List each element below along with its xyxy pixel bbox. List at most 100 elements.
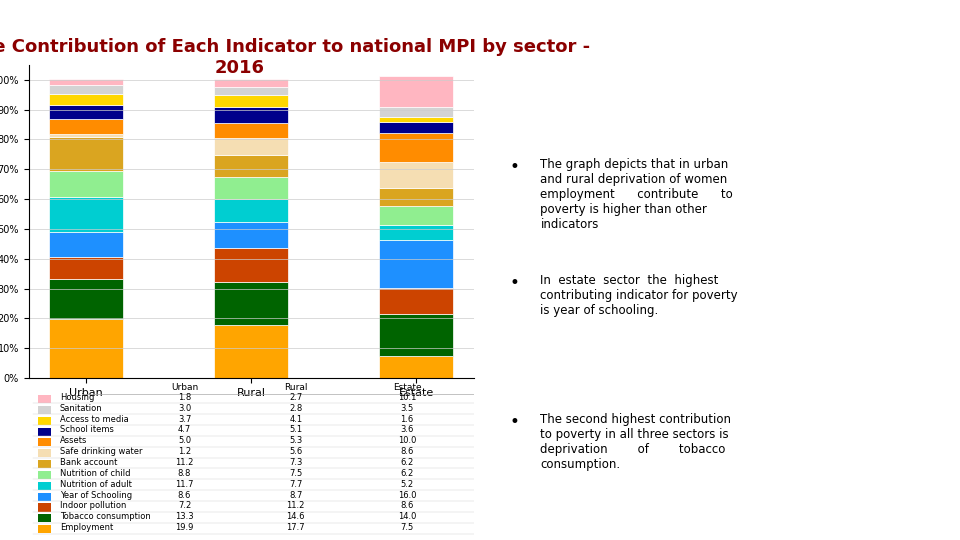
Text: •: • <box>509 413 519 431</box>
Text: 3.5: 3.5 <box>400 404 414 413</box>
FancyBboxPatch shape <box>37 482 51 490</box>
Text: Housing: Housing <box>60 393 94 402</box>
Bar <box>49 79 123 85</box>
Text: Rural: Rural <box>284 383 307 392</box>
Text: 14.6: 14.6 <box>286 512 305 521</box>
Text: Percentage Contribution of Each Indicator to national MPI by sector -
2016: Percentage Contribution of Each Indicato… <box>0 38 590 77</box>
Text: 8.8: 8.8 <box>178 469 191 478</box>
Text: 5.6: 5.6 <box>289 447 302 456</box>
Bar <box>379 314 453 356</box>
Text: 8.6: 8.6 <box>178 490 191 500</box>
Bar <box>49 171 123 197</box>
Bar <box>379 106 453 117</box>
Text: 13.3: 13.3 <box>175 512 194 521</box>
Text: •: • <box>509 158 519 176</box>
Text: 5.0: 5.0 <box>178 436 191 446</box>
Text: The second highest contribution
to poverty in all three sectors is
deprivation  : The second highest contribution to pover… <box>540 413 732 471</box>
Text: In  estate  sector  the  highest
contributing indicator for poverty
is year of s: In estate sector the highest contributin… <box>540 274 738 317</box>
Text: Assets: Assets <box>60 436 87 446</box>
Bar <box>49 258 123 279</box>
Text: 3.6: 3.6 <box>400 426 414 435</box>
Text: Estate: Estate <box>393 383 421 392</box>
Text: 5.2: 5.2 <box>400 480 414 489</box>
Text: 7.5: 7.5 <box>289 469 302 478</box>
Text: 1.2: 1.2 <box>178 447 191 456</box>
Text: 7.2: 7.2 <box>178 501 191 510</box>
Bar <box>379 240 453 288</box>
Bar <box>214 79 288 87</box>
Bar <box>379 188 453 206</box>
Bar <box>49 197 123 232</box>
Text: 14.0: 14.0 <box>397 512 416 521</box>
Text: 1.6: 1.6 <box>400 415 414 423</box>
FancyBboxPatch shape <box>37 438 51 447</box>
Bar <box>214 107 288 123</box>
Text: Nutrition of adult: Nutrition of adult <box>60 480 132 489</box>
Text: 7.7: 7.7 <box>289 480 302 489</box>
FancyBboxPatch shape <box>37 449 51 457</box>
Text: 8.7: 8.7 <box>289 490 302 500</box>
Bar <box>214 248 288 282</box>
Text: The graph depicts that in urban
and rural deprivation of women
employment      c: The graph depicts that in urban and rura… <box>540 158 733 231</box>
Text: Urban: Urban <box>171 383 198 392</box>
Bar <box>214 87 288 95</box>
Bar <box>214 282 288 325</box>
FancyBboxPatch shape <box>37 492 51 501</box>
Text: 2.8: 2.8 <box>289 404 302 413</box>
FancyBboxPatch shape <box>37 417 51 425</box>
Text: Bank account: Bank account <box>60 458 117 467</box>
Bar <box>379 225 453 240</box>
Text: 4.1: 4.1 <box>289 415 302 423</box>
Text: Sanitation: Sanitation <box>60 404 103 413</box>
Text: 1.8: 1.8 <box>178 393 191 402</box>
Bar <box>49 279 123 319</box>
Bar <box>379 206 453 225</box>
Bar <box>379 132 453 163</box>
Text: 19.9: 19.9 <box>176 523 194 532</box>
FancyBboxPatch shape <box>37 428 51 436</box>
FancyBboxPatch shape <box>37 460 51 468</box>
Bar <box>49 137 123 171</box>
Bar <box>49 85 123 94</box>
Bar <box>379 122 453 132</box>
Text: Access to media: Access to media <box>60 415 129 423</box>
Text: 3.0: 3.0 <box>178 404 191 413</box>
Text: School items: School items <box>60 426 114 435</box>
Bar <box>49 105 123 119</box>
Text: 11.2: 11.2 <box>286 501 305 510</box>
Text: Employment: Employment <box>60 523 113 532</box>
Text: Safe drinking water: Safe drinking water <box>60 447 142 456</box>
Bar <box>214 177 288 199</box>
Text: 10.0: 10.0 <box>397 436 416 446</box>
Bar <box>49 232 123 258</box>
FancyBboxPatch shape <box>37 525 51 533</box>
Bar <box>49 94 123 105</box>
Text: 10.1: 10.1 <box>397 393 416 402</box>
Bar <box>49 319 123 378</box>
Bar <box>214 123 288 138</box>
FancyBboxPatch shape <box>37 471 51 479</box>
Text: 11.2: 11.2 <box>176 458 194 467</box>
Text: 6.2: 6.2 <box>400 458 414 467</box>
Bar <box>379 288 453 314</box>
Bar <box>379 117 453 122</box>
Bar <box>214 325 288 378</box>
Text: Year of Schooling: Year of Schooling <box>60 490 132 500</box>
FancyBboxPatch shape <box>37 503 51 511</box>
Text: 4.7: 4.7 <box>178 426 191 435</box>
FancyBboxPatch shape <box>37 406 51 414</box>
Bar <box>214 138 288 155</box>
Text: •: • <box>509 274 519 292</box>
FancyBboxPatch shape <box>37 395 51 403</box>
Text: 7.3: 7.3 <box>289 458 302 467</box>
FancyBboxPatch shape <box>37 514 51 522</box>
Bar <box>214 95 288 107</box>
Text: 7.5: 7.5 <box>400 523 414 532</box>
Text: Nutrition of child: Nutrition of child <box>60 469 131 478</box>
Text: 6.2: 6.2 <box>400 469 414 478</box>
Bar <box>379 163 453 188</box>
Bar <box>214 222 288 248</box>
Text: Tobacco consumption: Tobacco consumption <box>60 512 151 521</box>
Text: 16.0: 16.0 <box>397 490 417 500</box>
Text: 8.6: 8.6 <box>400 501 414 510</box>
